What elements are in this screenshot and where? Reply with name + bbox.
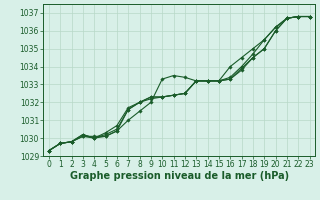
X-axis label: Graphe pression niveau de la mer (hPa): Graphe pression niveau de la mer (hPa)	[70, 171, 289, 181]
